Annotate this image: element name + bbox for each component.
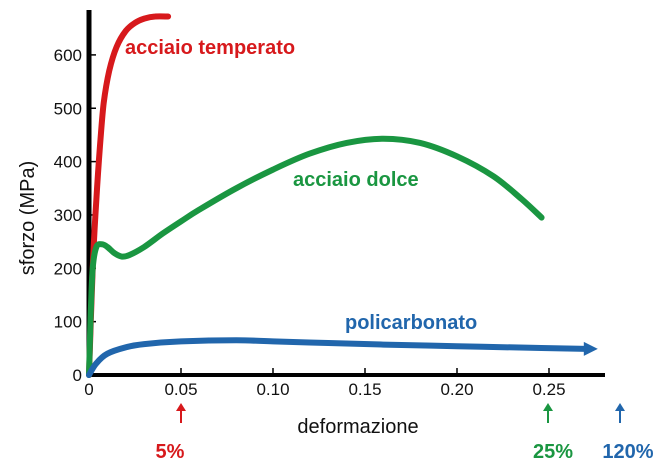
- x-tick-label: 0.10: [256, 380, 289, 399]
- x-tick-label: 0.05: [164, 380, 197, 399]
- x-axis-title: deformazione: [297, 416, 418, 438]
- marker-label: 5%: [156, 441, 185, 463]
- series-label-acciaio-temperato: acciaio temperato: [125, 37, 295, 59]
- series-label-policarbonato: policarbonato: [345, 312, 477, 334]
- marker-label: 120%: [602, 441, 653, 463]
- y-tick-label: 400: [54, 153, 82, 172]
- y-tick-label: 100: [54, 313, 82, 332]
- y-tick-label: 0: [73, 366, 82, 385]
- y-axis-title: sforzo (MPa): [17, 161, 39, 275]
- strain-markers: 5% 25% 120%: [156, 403, 654, 463]
- series-lines: [86, 13, 598, 378]
- marker-arrow-head: [176, 403, 186, 411]
- x-tick-label: 0.25: [532, 380, 565, 399]
- series-labels: acciaio temperato acciaio dolce policarb…: [125, 37, 477, 334]
- x-tick-label: 0.20: [440, 380, 473, 399]
- marker-arrow-head: [615, 403, 625, 411]
- series-line-policarbonato: [86, 337, 589, 378]
- series-arrowhead-policarbonato: [583, 341, 598, 356]
- series-line-acciaio-dolce: [86, 135, 545, 378]
- x-tick-label: 0: [84, 380, 93, 399]
- x-ticks: 0 0.05 0.10 0.15 0.20 0.25: [84, 368, 566, 399]
- y-tick-label: 200: [54, 259, 82, 278]
- y-tick-label: 500: [54, 99, 82, 118]
- series-label-acciaio-dolce: acciaio dolce: [293, 169, 419, 191]
- marker-label: 25%: [533, 441, 573, 463]
- y-tick-label: 300: [54, 206, 82, 225]
- y-tick-label: 600: [54, 46, 82, 65]
- x-tick-label: 0.15: [348, 380, 381, 399]
- marker-arrow-head: [543, 403, 553, 411]
- series-line-acciaio-temperato: [86, 13, 172, 378]
